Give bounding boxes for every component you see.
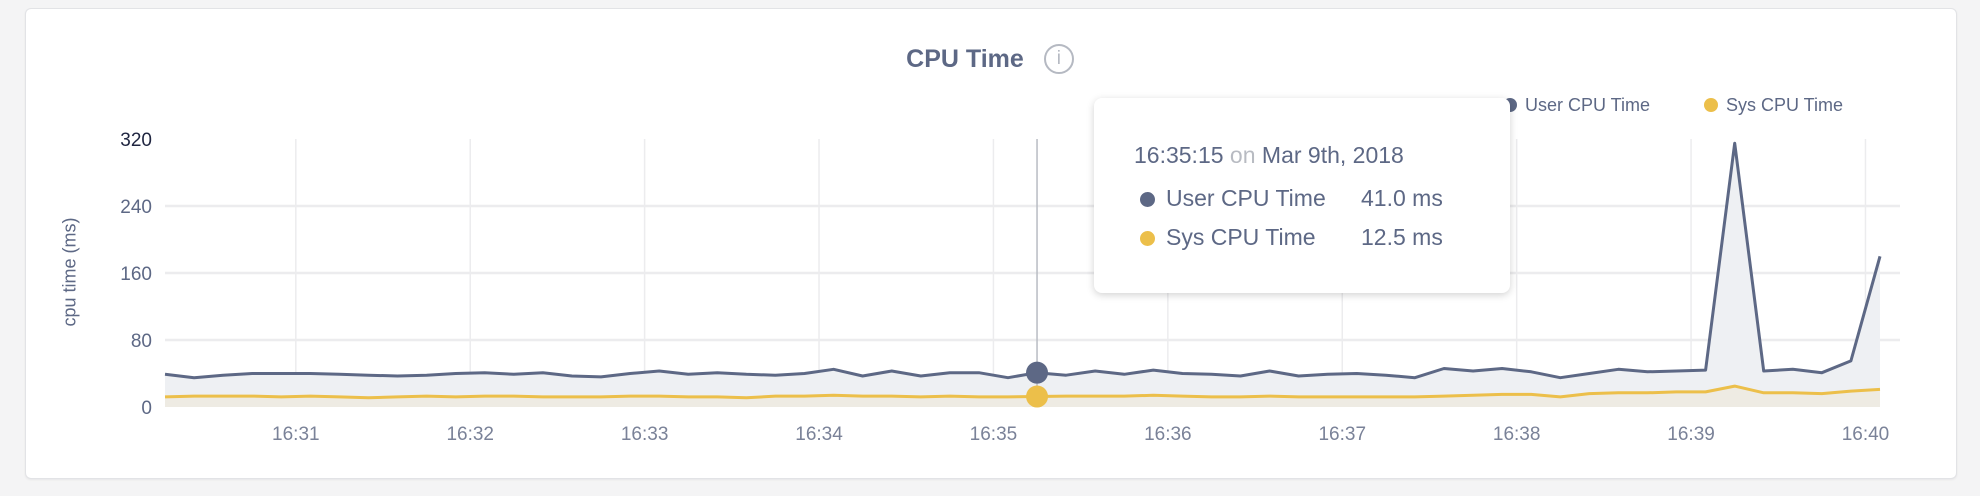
area-user xyxy=(165,143,1880,407)
hover-point-sys xyxy=(1026,385,1049,408)
line-user xyxy=(164,141,1882,380)
y-tick-label: 0 xyxy=(141,398,152,419)
x-tick-label: 16:34 xyxy=(795,424,843,445)
tooltip-label: User CPU Time xyxy=(1166,185,1326,211)
user-dot-icon xyxy=(1140,192,1155,207)
sys-dot-icon xyxy=(1140,231,1155,246)
x-tick-label: 16:40 xyxy=(1842,424,1890,445)
x-tick-label: 16:37 xyxy=(1318,424,1366,445)
tooltip-label: Sys CPU Time xyxy=(1166,224,1316,250)
y-tick-label: 160 xyxy=(120,264,152,285)
tooltip-date: Mar 9th, 2018 xyxy=(1261,142,1404,168)
legend-item-sys[interactable]: Sys CPU Time xyxy=(1704,95,1843,116)
tooltip-on: on xyxy=(1229,142,1256,168)
x-tick-label: 16:38 xyxy=(1493,424,1541,445)
tooltip-value: 12.5 ms xyxy=(1361,224,1443,250)
x-tick-label: 16:32 xyxy=(446,424,494,445)
hover-point-user xyxy=(1026,361,1049,384)
legend-dot-icon xyxy=(1704,98,1718,112)
line-sys xyxy=(164,384,1881,400)
legend-label: User CPU Time xyxy=(1525,95,1651,115)
x-tick-label: 16:31 xyxy=(272,424,320,445)
chart-title: CPU Time i xyxy=(0,44,1980,75)
legend-label: Sys CPU Time xyxy=(1726,95,1844,115)
y-tick-label: 320 xyxy=(120,130,152,151)
area-sys xyxy=(165,386,1880,407)
y-tick-label: 240 xyxy=(120,197,152,218)
chart-title-text: CPU Time xyxy=(906,44,1024,73)
tooltip-value: 41.0 ms xyxy=(1361,185,1443,211)
tooltip-timestamp: 16:35:15 on Mar 9th, 2018 xyxy=(1134,142,1404,169)
x-tick-label: 16:35 xyxy=(970,424,1018,445)
x-tick-label: 16:33 xyxy=(621,424,669,445)
y-tick-label: 80 xyxy=(131,331,152,352)
x-tick-label: 16:39 xyxy=(1667,424,1715,445)
hover-tooltip: 16:35:15 on Mar 9th, 2018 User CPU Time … xyxy=(1094,98,1510,293)
x-tick-label: 16:36 xyxy=(1144,424,1192,445)
info-circle-icon[interactable]: i xyxy=(1043,44,1074,75)
tooltip-time: 16:35:15 xyxy=(1134,142,1224,168)
